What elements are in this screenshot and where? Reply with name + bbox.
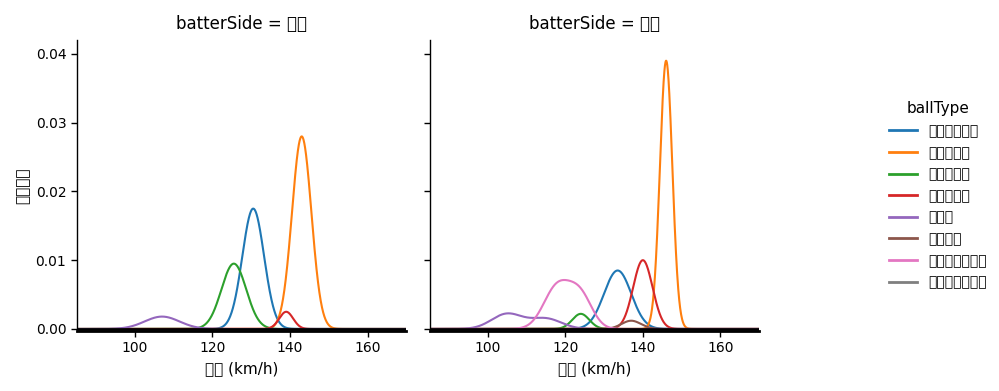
Y-axis label: 確率密度: 確率密度 bbox=[15, 167, 30, 204]
Title: batterSide = 右打: batterSide = 右打 bbox=[528, 15, 660, 33]
Title: batterSide = 左打: batterSide = 左打 bbox=[176, 15, 307, 33]
Legend: カットボール, ストレート, スライダー, ツーシーム, カーブ, フォーク, チェンジアップ, ナックルカーブ: カットボール, ストレート, スライダー, ツーシーム, カーブ, フォーク, … bbox=[883, 96, 992, 295]
X-axis label: 球速 (km/h): 球速 (km/h) bbox=[205, 361, 279, 376]
X-axis label: 球速 (km/h): 球速 (km/h) bbox=[557, 361, 631, 376]
